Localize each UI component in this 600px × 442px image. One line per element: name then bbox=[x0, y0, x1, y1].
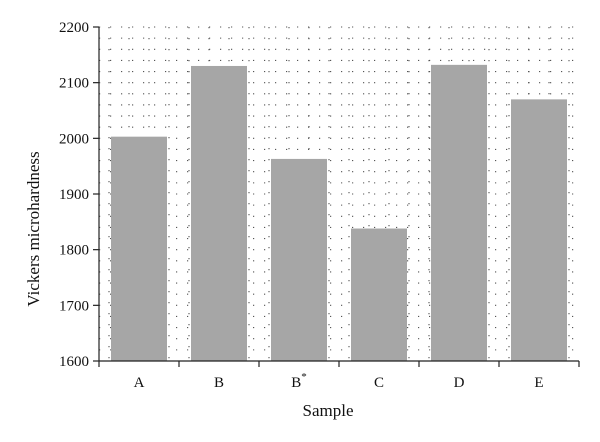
y-tick-label: 2000 bbox=[59, 131, 89, 147]
x-tick-label: B bbox=[214, 375, 224, 391]
x-axis-label: Sample bbox=[303, 401, 354, 420]
bar-e bbox=[511, 99, 567, 361]
bar-a bbox=[111, 136, 167, 361]
y-tick-label: 1800 bbox=[59, 243, 89, 259]
y-tick-label: 2100 bbox=[59, 76, 89, 92]
x-tick-label: E bbox=[534, 375, 543, 391]
bar-b bbox=[191, 65, 247, 361]
x-tick-label: C bbox=[374, 375, 384, 391]
y-tick-label: 1900 bbox=[59, 187, 89, 203]
bar-d bbox=[431, 64, 487, 361]
labels-layer: 1600 1700 1800 1900 2000 2100 2200 A B B* C D E bbox=[59, 20, 544, 391]
bars-layer bbox=[111, 64, 567, 361]
x-tick-label: D bbox=[454, 375, 465, 391]
bar-b- bbox=[271, 158, 327, 361]
x-tick-label: A bbox=[134, 375, 145, 391]
grid-layer bbox=[99, 26, 579, 361]
bar-c bbox=[351, 228, 407, 361]
x-tick-label: B* bbox=[291, 371, 307, 391]
y-tick-label: 2200 bbox=[59, 20, 89, 36]
y-axis-label: Vickers microhardness bbox=[24, 151, 43, 306]
y-tick-label: 1700 bbox=[59, 298, 89, 314]
y-tick-label: 1600 bbox=[59, 354, 89, 370]
axes-layer bbox=[93, 26, 580, 367]
